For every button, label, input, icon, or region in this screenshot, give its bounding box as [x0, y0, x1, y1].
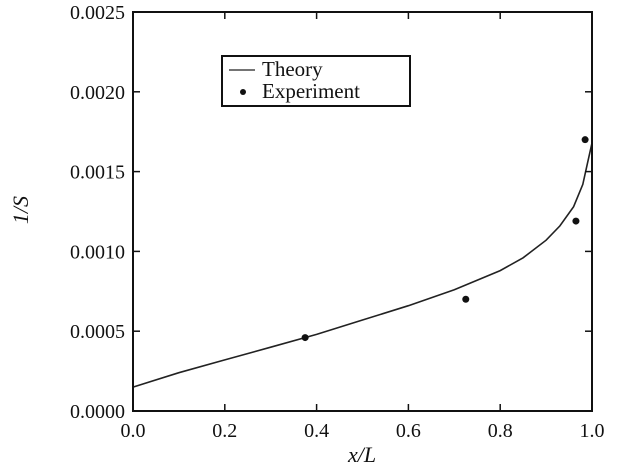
y-tick-label: 0.0020 — [70, 82, 125, 104]
y-tick-label: 0.0010 — [70, 241, 125, 263]
legend: Theory Experiment — [221, 55, 411, 107]
legend-experiment-label: Experiment — [262, 79, 360, 103]
x-tick-label: 1.0 — [580, 420, 605, 442]
x-tick-label: 0.6 — [396, 420, 421, 442]
experiment-point — [581, 136, 589, 144]
series-theory-line — [132, 142, 593, 388]
x-tick-label: 0.4 — [304, 420, 329, 442]
y-tick-labels: 0.0000 0.0005 0.0010 0.0015 0.0020 0.0025 — [70, 2, 125, 423]
y-tick-label: 0.0015 — [70, 162, 125, 184]
axis-ticks — [132, 11, 593, 412]
x-tick-label: 0.0 — [121, 420, 146, 442]
y-tick-label: 0.0005 — [70, 321, 125, 343]
y-axis-title: 1/S — [8, 196, 33, 224]
x-tick-labels: 0.0 0.2 0.4 0.6 0.8 1.0 — [121, 420, 605, 442]
y-tick-label: 0.0000 — [70, 401, 125, 423]
legend-theory-label: Theory — [262, 57, 323, 81]
x-axis-title: x/L — [347, 442, 376, 467]
plot-area — [132, 136, 593, 388]
plot-frame — [132, 11, 593, 412]
legend-experiment-marker — [240, 89, 246, 95]
y-tick-label: 0.0025 — [70, 2, 125, 24]
experiment-point — [301, 334, 309, 342]
x-tick-label: 0.8 — [488, 420, 513, 442]
x-tick-label: 0.2 — [212, 420, 237, 442]
experiment-point — [572, 217, 580, 225]
legend-box — [221, 55, 411, 107]
experiment-point — [462, 295, 470, 303]
